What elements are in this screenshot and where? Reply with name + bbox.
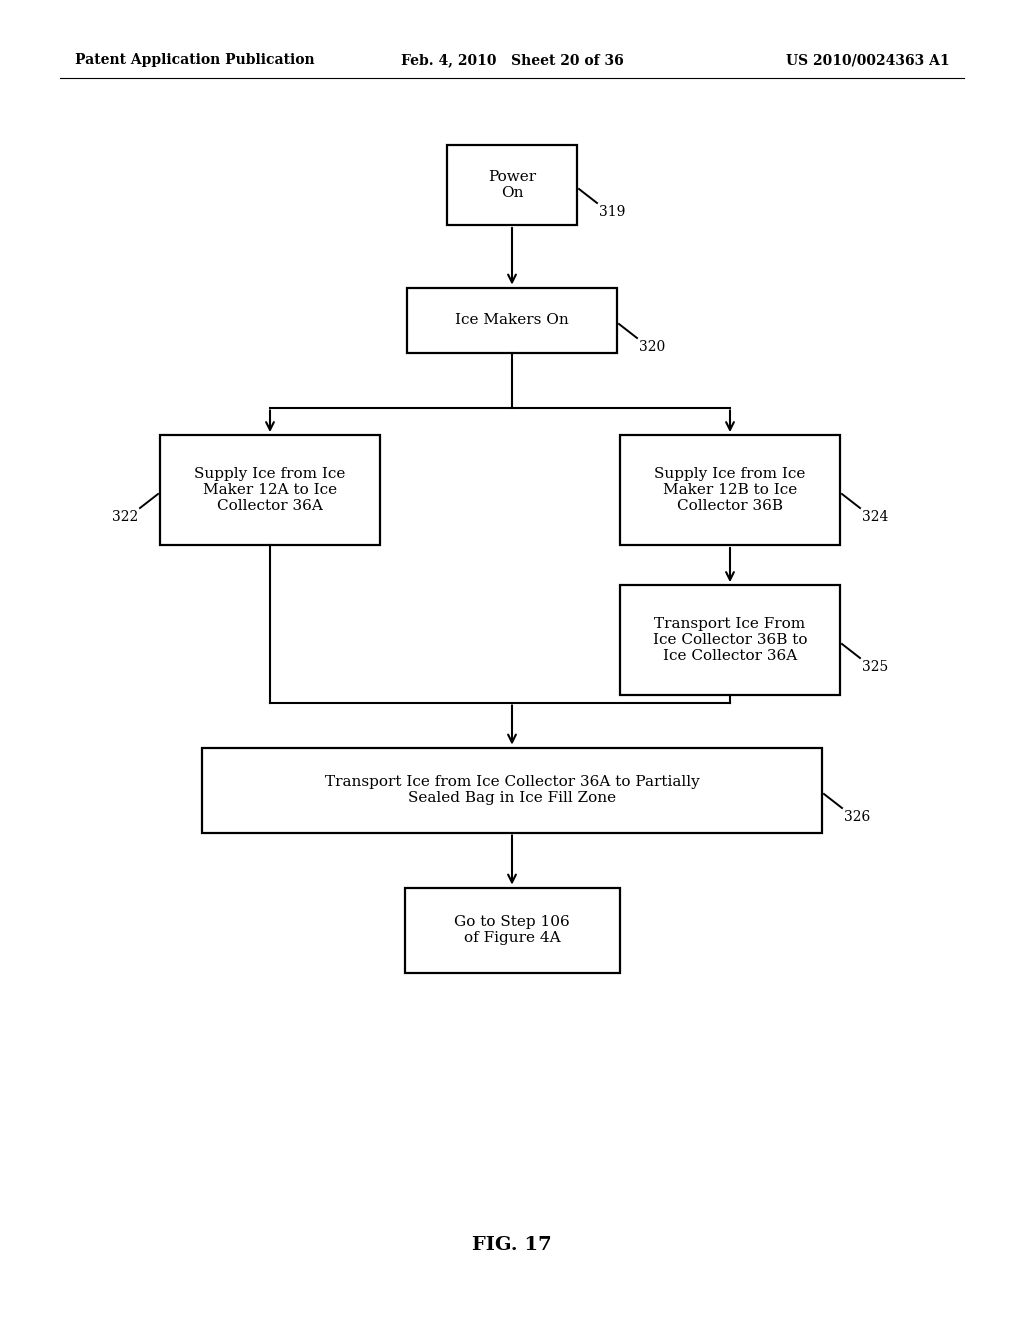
Bar bbox=[202, 747, 822, 833]
Bar bbox=[447, 145, 577, 224]
Bar bbox=[160, 436, 380, 545]
Text: Feb. 4, 2010   Sheet 20 of 36: Feb. 4, 2010 Sheet 20 of 36 bbox=[400, 53, 624, 67]
Text: 319: 319 bbox=[599, 205, 626, 219]
Bar bbox=[404, 887, 620, 973]
Text: Supply Ice from Ice
Maker 12B to Ice
Collector 36B: Supply Ice from Ice Maker 12B to Ice Col… bbox=[654, 467, 806, 513]
Text: Ice Makers On: Ice Makers On bbox=[455, 313, 569, 327]
Text: US 2010/0024363 A1: US 2010/0024363 A1 bbox=[786, 53, 950, 67]
Text: Go to Step 106
of Figure 4A: Go to Step 106 of Figure 4A bbox=[454, 915, 570, 945]
Text: 326: 326 bbox=[844, 810, 870, 824]
Text: 320: 320 bbox=[639, 341, 666, 354]
Text: Power
On: Power On bbox=[488, 170, 536, 201]
Bar bbox=[407, 288, 617, 352]
Bar bbox=[620, 436, 840, 545]
Text: 324: 324 bbox=[862, 510, 889, 524]
Text: Transport Ice from Ice Collector 36A to Partially
Sealed Bag in Ice Fill Zone: Transport Ice from Ice Collector 36A to … bbox=[325, 775, 699, 805]
Text: 322: 322 bbox=[112, 510, 138, 524]
Text: Patent Application Publication: Patent Application Publication bbox=[75, 53, 314, 67]
Text: Transport Ice From
Ice Collector 36B to
Ice Collector 36A: Transport Ice From Ice Collector 36B to … bbox=[652, 616, 807, 663]
Text: FIG. 17: FIG. 17 bbox=[472, 1236, 552, 1254]
Text: 325: 325 bbox=[862, 660, 888, 675]
Text: Supply Ice from Ice
Maker 12A to Ice
Collector 36A: Supply Ice from Ice Maker 12A to Ice Col… bbox=[195, 467, 346, 513]
Bar bbox=[620, 585, 840, 696]
